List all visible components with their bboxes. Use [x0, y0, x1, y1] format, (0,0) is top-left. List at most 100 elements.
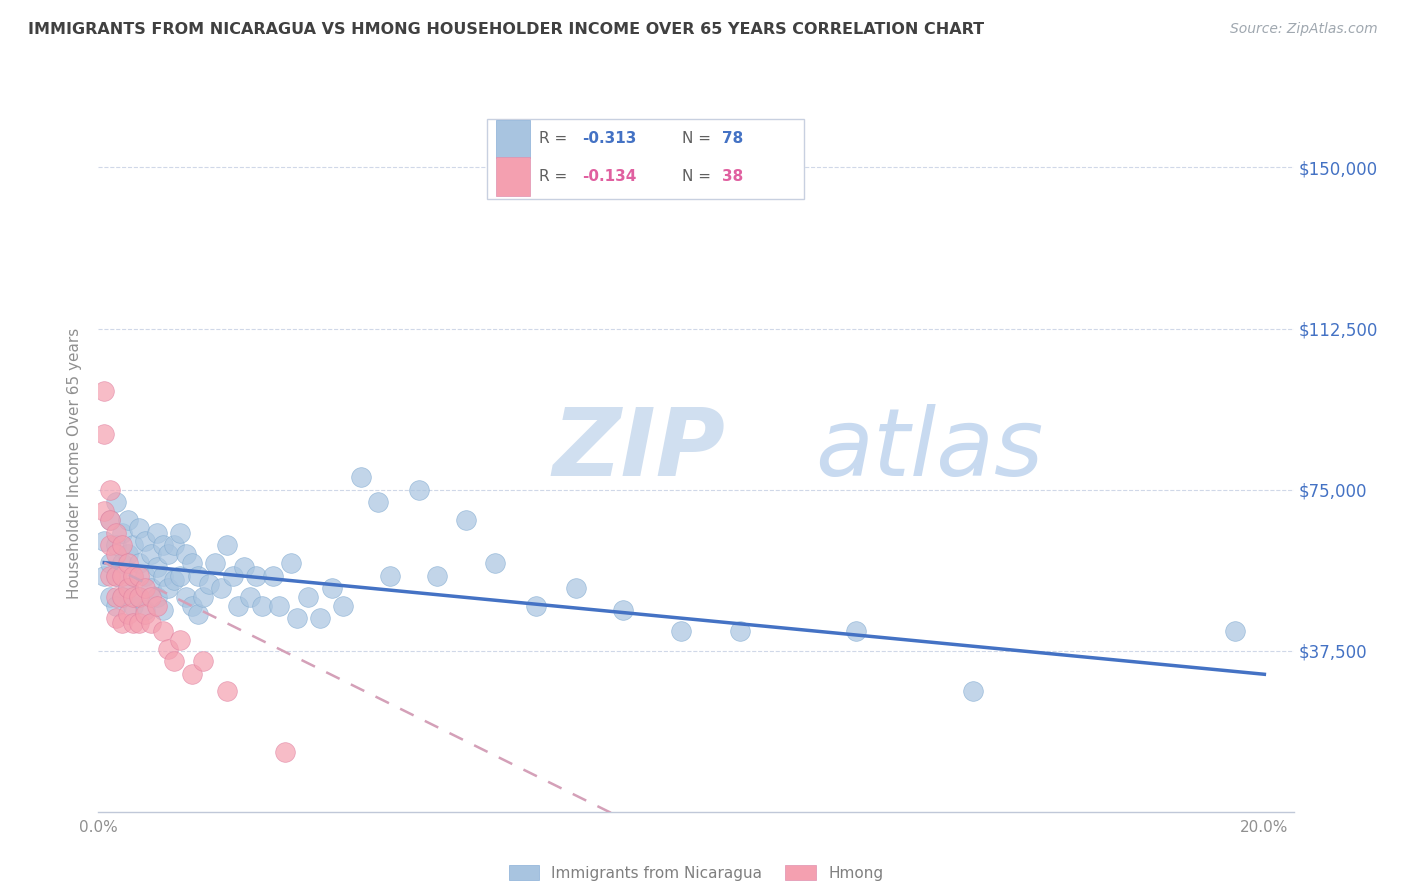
- Point: [122, 568, 145, 582]
- Point: [454, 513, 477, 527]
- Point: [186, 607, 208, 622]
- Point: [128, 590, 150, 604]
- Point: [163, 538, 186, 552]
- Point: [728, 624, 751, 639]
- Text: R =: R =: [540, 169, 572, 184]
- Point: [98, 538, 121, 552]
- Point: [180, 556, 202, 570]
- Point: [117, 556, 139, 570]
- Point: [122, 538, 145, 552]
- Point: [280, 556, 302, 570]
- Point: [128, 590, 150, 604]
- Point: [139, 582, 162, 596]
- Point: [93, 426, 115, 441]
- Bar: [496, 157, 530, 195]
- Point: [233, 560, 256, 574]
- Y-axis label: Householder Income Over 65 years: Householder Income Over 65 years: [67, 328, 83, 599]
- Point: [157, 641, 180, 656]
- Point: [186, 568, 208, 582]
- Point: [128, 521, 150, 535]
- Point: [104, 568, 127, 582]
- Point: [104, 599, 127, 613]
- Point: [239, 590, 262, 604]
- Point: [145, 525, 167, 540]
- Point: [134, 534, 156, 549]
- Point: [128, 556, 150, 570]
- Point: [169, 632, 191, 647]
- Legend: Immigrants from Nicaragua, Hmong: Immigrants from Nicaragua, Hmong: [509, 864, 883, 880]
- Point: [104, 547, 127, 561]
- Point: [169, 525, 191, 540]
- Point: [145, 560, 167, 574]
- Point: [152, 624, 174, 639]
- Point: [145, 599, 167, 613]
- Point: [565, 582, 588, 596]
- Point: [250, 599, 273, 613]
- Point: [524, 599, 547, 613]
- Point: [104, 538, 127, 552]
- Point: [612, 603, 634, 617]
- Point: [98, 556, 121, 570]
- Text: N =: N =: [682, 169, 716, 184]
- Point: [209, 582, 232, 596]
- Point: [134, 582, 156, 596]
- Text: 78: 78: [723, 131, 744, 146]
- Point: [117, 582, 139, 596]
- Point: [145, 590, 167, 604]
- Point: [174, 590, 197, 604]
- Point: [152, 568, 174, 582]
- Text: -0.313: -0.313: [582, 131, 637, 146]
- Point: [111, 590, 134, 604]
- Point: [174, 547, 197, 561]
- Point: [128, 615, 150, 630]
- Point: [367, 495, 389, 509]
- Point: [215, 684, 238, 698]
- Point: [321, 582, 343, 596]
- Point: [104, 590, 127, 604]
- Point: [111, 525, 134, 540]
- Point: [111, 538, 134, 552]
- Text: ZIP: ZIP: [553, 404, 725, 496]
- Point: [671, 624, 693, 639]
- Point: [93, 384, 115, 398]
- Point: [111, 590, 134, 604]
- Point: [117, 607, 139, 622]
- Point: [332, 599, 354, 613]
- Point: [152, 603, 174, 617]
- Point: [262, 568, 284, 582]
- Point: [163, 573, 186, 587]
- FancyBboxPatch shape: [486, 120, 804, 200]
- Point: [152, 538, 174, 552]
- Point: [221, 568, 243, 582]
- Point: [122, 590, 145, 604]
- Point: [193, 590, 215, 604]
- Point: [169, 568, 191, 582]
- Point: [962, 684, 984, 698]
- Point: [269, 599, 291, 613]
- Point: [98, 568, 121, 582]
- Point: [204, 556, 226, 570]
- Point: [122, 615, 145, 630]
- Point: [180, 599, 202, 613]
- Point: [104, 495, 127, 509]
- Point: [117, 582, 139, 596]
- Point: [93, 534, 115, 549]
- Point: [425, 568, 447, 582]
- Point: [484, 556, 506, 570]
- Point: [297, 590, 319, 604]
- Point: [111, 615, 134, 630]
- Bar: [496, 120, 530, 158]
- Point: [98, 590, 121, 604]
- Text: -0.134: -0.134: [582, 169, 637, 184]
- Point: [139, 615, 162, 630]
- Point: [157, 582, 180, 596]
- Point: [117, 513, 139, 527]
- Point: [134, 568, 156, 582]
- Point: [193, 654, 215, 668]
- Point: [285, 611, 308, 625]
- Point: [128, 568, 150, 582]
- Point: [350, 469, 373, 483]
- Point: [139, 590, 162, 604]
- Text: 38: 38: [723, 169, 744, 184]
- Point: [98, 513, 121, 527]
